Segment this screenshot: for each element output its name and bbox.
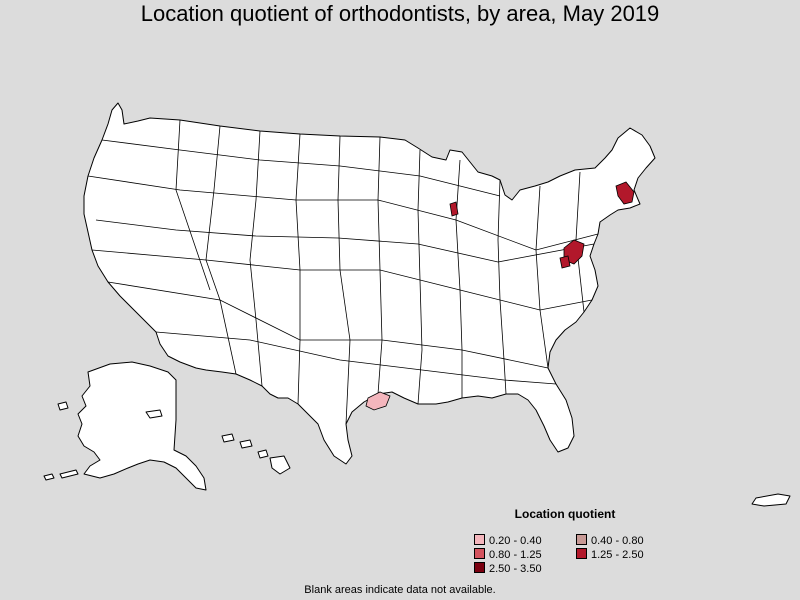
legend-swatch [474, 534, 485, 545]
houston-area-shape [365, 391, 391, 411]
legend-item-0-20-0-40: 0.20 - 0.40 [474, 534, 542, 548]
hawaii-island-1 [221, 433, 235, 443]
legend-title: Location quotient [514, 507, 616, 521]
alaska-aleutian-2 [43, 473, 55, 481]
chicago-area-shape [449, 201, 459, 217]
virginia-area-shape [559, 255, 571, 269]
hawaii-island-2 [239, 439, 253, 449]
legend-label: 0.40 - 0.80 [591, 535, 644, 547]
hawaii-island-3 [257, 449, 269, 459]
hawaii-island-4 [269, 455, 291, 475]
alaska-aleutian-1 [59, 469, 79, 479]
legend-item-0-40-0-80: 0.40 - 0.80 [576, 534, 644, 548]
continental-us-outline [83, 102, 656, 465]
boston-area-shape [615, 181, 635, 205]
data-availability-note: Blank areas indicate data not available. [304, 584, 496, 596]
legend-item-1-25-2-50: 1.25 - 2.50 [576, 548, 644, 562]
alaska-island-2 [57, 401, 69, 411]
legend-label: 1.25 - 2.50 [591, 549, 644, 561]
alaska-outline [77, 361, 207, 491]
legend-swatch [474, 562, 485, 573]
legend-swatch [576, 534, 587, 545]
legend-item-0-80-1-25: 0.80 - 1.25 [474, 548, 542, 562]
alaska-island-1 [145, 409, 163, 419]
legend-swatch [576, 548, 587, 559]
legend-item-2-50-3-50: 2.50 - 3.50 [474, 562, 542, 576]
legend-label: 0.20 - 0.40 [489, 535, 542, 547]
map-title: Location quotient of orthodontists, by a… [140, 1, 660, 26]
legend-label: 0.80 - 1.25 [489, 549, 542, 561]
area-boundaries [87, 119, 599, 425]
legend-swatch [474, 548, 485, 559]
puerto-rico-outline [751, 493, 791, 507]
legend-label: 2.50 - 3.50 [489, 563, 542, 575]
